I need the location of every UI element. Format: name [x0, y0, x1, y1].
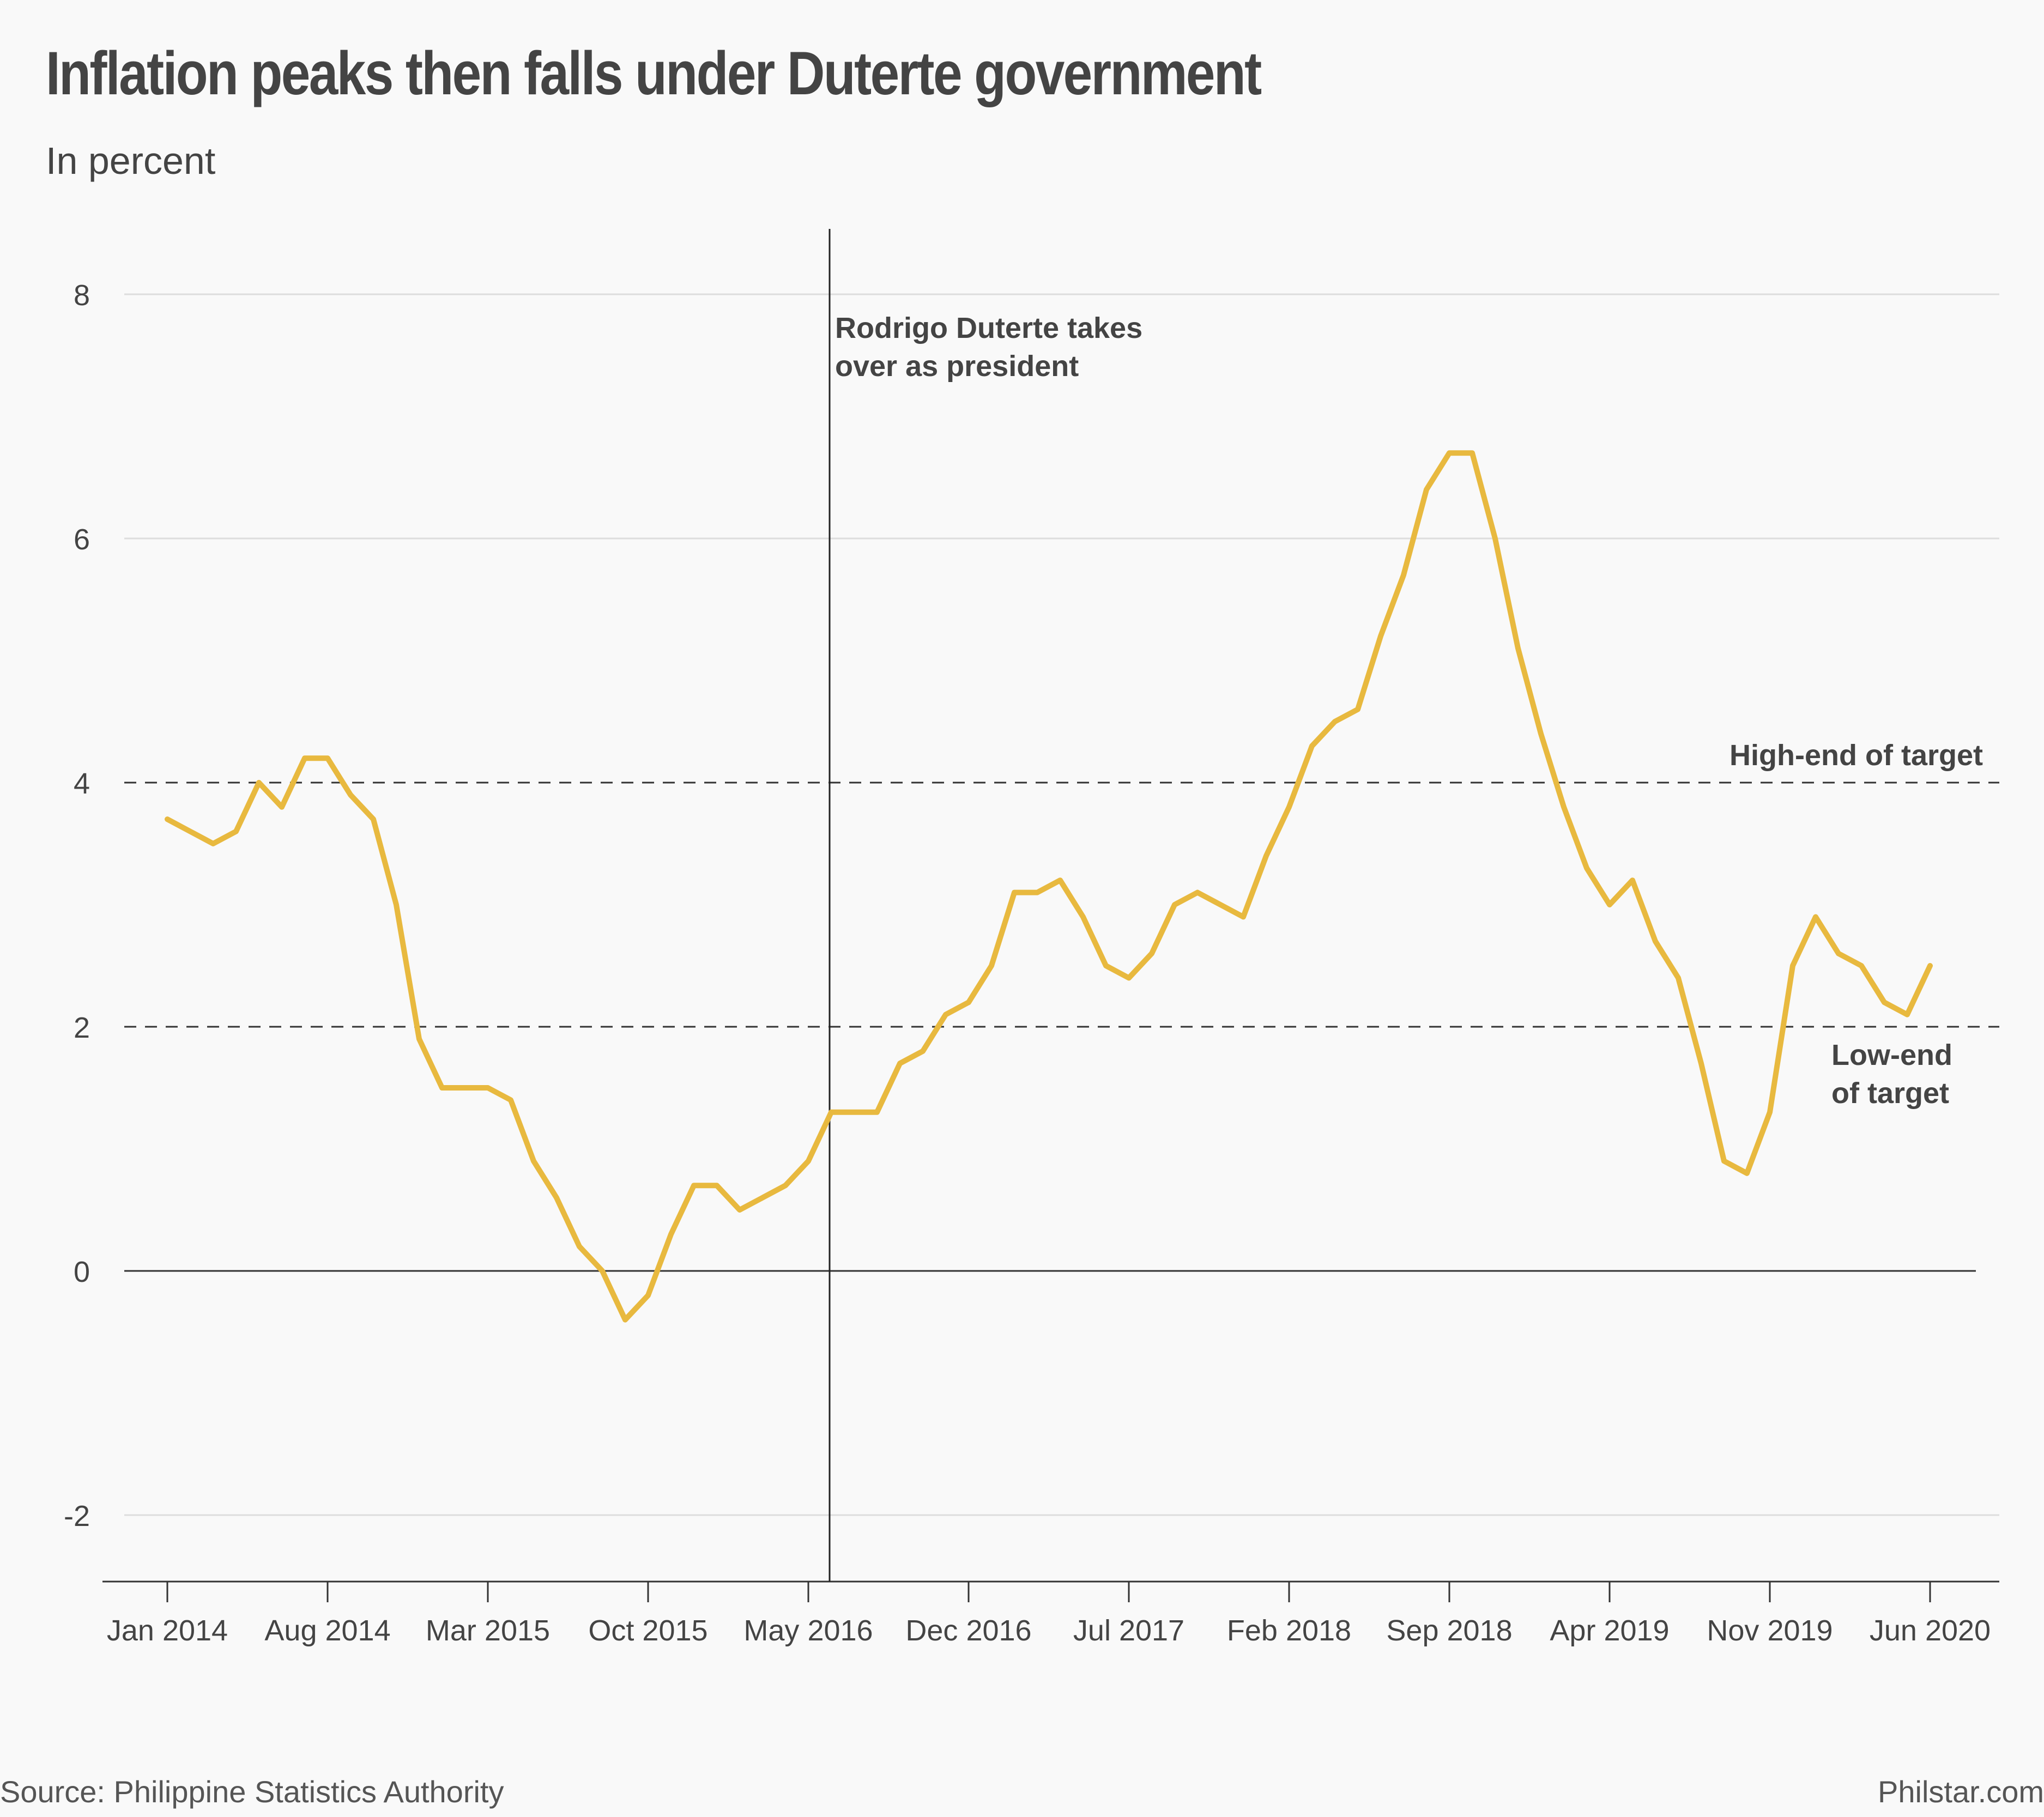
y-tick-label: -2: [64, 1500, 90, 1533]
chart-subtitle: In percent: [46, 140, 216, 182]
x-tick-label: Mar 2015: [426, 1614, 550, 1647]
annotation-text: over as president: [835, 350, 1079, 383]
target-label-low: Low-end: [1831, 1039, 1952, 1071]
x-tick-label: Aug 2014: [264, 1614, 390, 1647]
x-tick-label: Apr 2019: [1550, 1614, 1669, 1647]
x-tick-label: Jan 2014: [107, 1614, 228, 1647]
annotation-text: Rodrigo Duterte takes: [835, 312, 1142, 344]
x-tick-label: Feb 2018: [1227, 1614, 1351, 1647]
x-tick-label: Nov 2019: [1707, 1614, 1833, 1647]
x-tick-label: Sep 2018: [1386, 1614, 1512, 1647]
inflation-series-line: [165, 450, 1933, 1323]
y-tick-label: 0: [74, 1256, 90, 1288]
x-tick-label: Dec 2016: [905, 1614, 1031, 1647]
target-label-high: High-end of target: [1729, 739, 1983, 772]
x-tick-label: Oct 2015: [588, 1614, 707, 1647]
x-tick-label: Jun 2020: [1870, 1614, 1991, 1647]
chart-title: Inflation peaks then falls under Duterte…: [46, 39, 1262, 107]
y-tick-label: 4: [74, 767, 90, 800]
y-tick-label: 8: [74, 279, 90, 312]
y-tick-label: 6: [74, 523, 90, 556]
target-label-low: of target: [1831, 1077, 1949, 1110]
source-note: Source: Philippine Statistics Authority: [0, 1774, 504, 1809]
x-tick-label: Jul 2017: [1073, 1614, 1184, 1647]
publisher-credit: Philstar.com: [1878, 1774, 2044, 1809]
y-tick-label: 2: [74, 1012, 90, 1044]
x-tick-label: May 2016: [743, 1614, 873, 1647]
